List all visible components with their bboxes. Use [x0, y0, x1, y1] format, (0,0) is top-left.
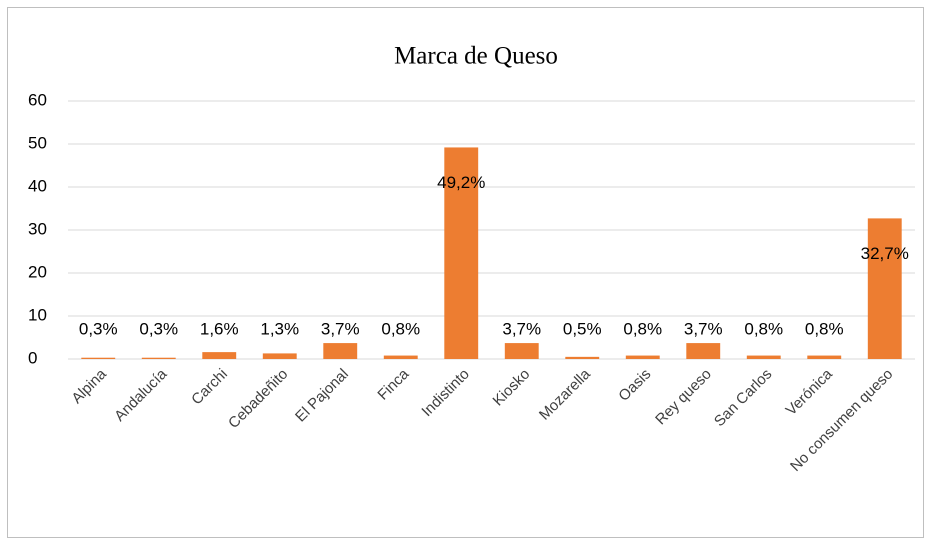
bar — [202, 352, 237, 359]
bar — [81, 357, 116, 359]
y-tick-label: 0 — [28, 348, 37, 367]
data-label: 1,6% — [200, 319, 239, 338]
bar — [686, 343, 721, 359]
bar — [625, 355, 660, 359]
bar — [141, 357, 176, 359]
y-tick-label: 60 — [28, 90, 47, 109]
y-tick-label: 20 — [28, 262, 47, 281]
data-label: 3,7% — [684, 319, 723, 338]
data-label: 0,5% — [563, 319, 602, 338]
data-label: 0,8% — [623, 319, 662, 338]
data-label: 3,7% — [502, 319, 541, 338]
data-label: 0,3% — [79, 319, 118, 338]
bar — [444, 147, 479, 359]
y-tick-label: 10 — [28, 305, 47, 324]
data-label: 0,8% — [381, 319, 420, 338]
bar — [383, 355, 418, 359]
bar — [807, 355, 842, 359]
y-tick-label: 30 — [28, 219, 47, 238]
data-label: 49,2% — [437, 173, 485, 192]
bar — [504, 343, 539, 359]
data-label: 0,8% — [805, 319, 844, 338]
bar — [746, 355, 781, 359]
data-label: 32,7% — [861, 244, 909, 263]
data-label: 0,8% — [744, 319, 783, 338]
bar — [262, 353, 297, 359]
bar — [565, 356, 600, 359]
bar — [867, 218, 902, 359]
chart-title: Marca de Queso — [394, 43, 558, 70]
data-label: 3,7% — [321, 319, 360, 338]
data-label: 1,3% — [260, 319, 299, 338]
bar — [323, 343, 358, 359]
y-tick-label: 50 — [28, 133, 47, 152]
data-label: 0,3% — [139, 319, 178, 338]
y-tick-label: 40 — [28, 176, 47, 195]
